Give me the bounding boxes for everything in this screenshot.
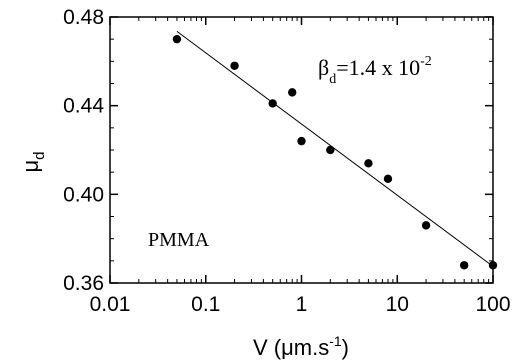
x-tick-label: 1 bbox=[296, 293, 308, 316]
x-tick-labels: 0.01 0.1 1 10 100 bbox=[90, 293, 511, 316]
data-point bbox=[364, 159, 373, 168]
data-point bbox=[297, 136, 306, 146]
fit-line bbox=[176, 31, 494, 267]
y-tick-label: 0.48 bbox=[63, 6, 104, 29]
y-tick-label: 0.44 bbox=[63, 95, 104, 118]
data-point bbox=[459, 261, 469, 270]
data-point bbox=[230, 61, 239, 70]
data-points bbox=[172, 34, 498, 270]
data-point bbox=[268, 99, 277, 108]
beta-annotation: βd=1.4 x 10-2 bbox=[318, 54, 432, 87]
y-tick-labels: 0.36 0.40 0.44 0.48 bbox=[63, 6, 104, 295]
data-point bbox=[326, 145, 335, 155]
data-point bbox=[421, 221, 431, 230]
x-tick-label: 100 bbox=[475, 293, 510, 316]
x-tick-label: 0.01 bbox=[90, 293, 131, 316]
x-tick-label: 0.1 bbox=[191, 293, 220, 316]
data-point bbox=[383, 174, 393, 184]
data-point bbox=[488, 261, 498, 270]
axis-ticks bbox=[109, 16, 494, 284]
sample-label: PMMA bbox=[148, 229, 210, 251]
data-point bbox=[172, 34, 182, 44]
y-axis-label: μd bbox=[18, 151, 48, 172]
data-point bbox=[288, 88, 297, 97]
y-tick-label: 0.40 bbox=[63, 183, 104, 206]
y-tick-label: 0.36 bbox=[63, 272, 104, 295]
x-axis-label: V (μm.s-1) bbox=[253, 333, 349, 360]
x-tick-label: 10 bbox=[386, 293, 409, 316]
